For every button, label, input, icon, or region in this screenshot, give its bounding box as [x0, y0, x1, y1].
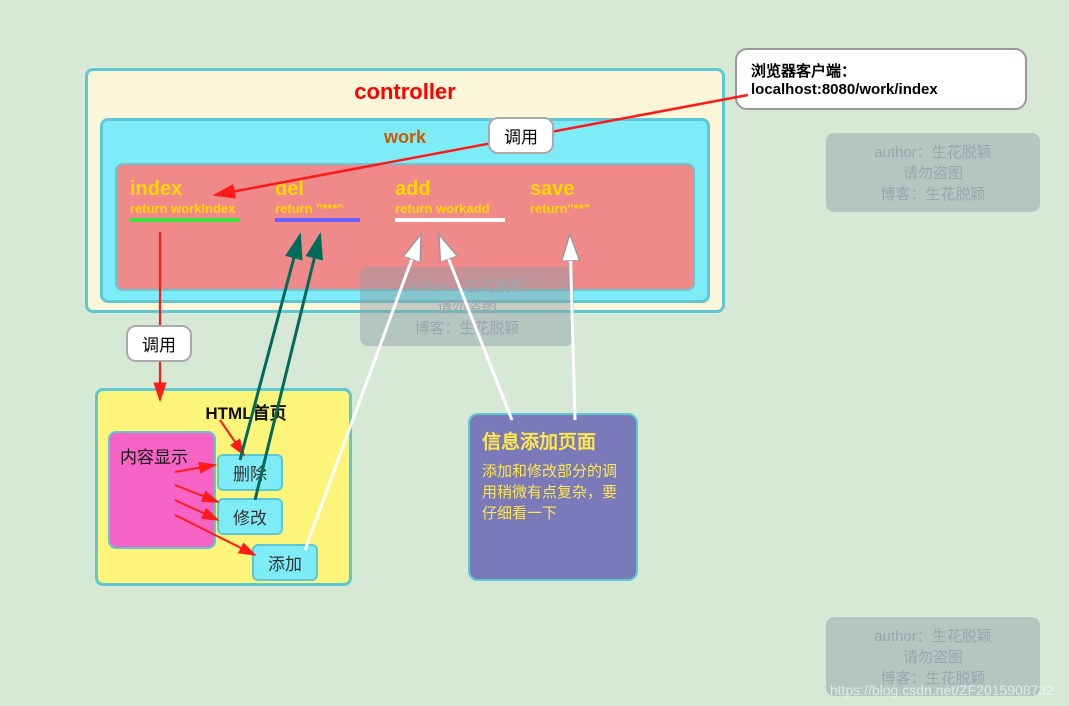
action-del: del return "***" [275, 178, 360, 222]
browser-line2: localhost:8080/work/index [751, 81, 1011, 98]
action-del-title: del [275, 178, 360, 201]
action-index-sub: return workIndex [130, 201, 240, 216]
watermark-line3: 博客：生花脱颖 [372, 317, 562, 338]
watermark-line3: 博客：生花脱颖 [838, 183, 1028, 204]
action-save-title: save [530, 178, 590, 201]
watermark-line2: 请勿盗图 [838, 646, 1028, 667]
html-page-title: HTML首页 [143, 399, 349, 424]
action-save-sub: return"**" [530, 201, 590, 216]
call-label-top: 调用 [488, 117, 554, 154]
action-add-title: add [395, 178, 505, 201]
underline-green [130, 218, 240, 222]
modify-button[interactable]: 修改 [217, 498, 283, 535]
controller-title: controller [88, 79, 722, 105]
call-label-left: 调用 [126, 325, 192, 362]
add-button[interactable]: 添加 [252, 544, 318, 581]
footer-url: https://blog.csdn.net/ZF2015908732 [830, 682, 1054, 698]
info-title: 信息添加页面 [482, 427, 624, 454]
content-display-box: 内容显示 [108, 431, 216, 549]
action-index: index return workIndex [130, 178, 240, 222]
delete-button[interactable]: 删除 [217, 454, 283, 491]
underline-white [395, 218, 505, 222]
info-add-page-box: 信息添加页面 添加和修改部分的调用稍微有点复杂，要仔细看一下 [468, 413, 638, 581]
watermark-line2: 请勿盗图 [372, 296, 562, 317]
content-label: 内容显示 [120, 443, 214, 468]
browser-line1: 浏览器客户端： [751, 60, 1011, 81]
watermark-line1: author：生花脱颖 [372, 275, 562, 296]
action-index-title: index [130, 178, 240, 201]
watermark-top-right: author：生花脱颖 请勿盗图 博客：生花脱颖 [826, 133, 1040, 212]
action-del-sub: return "***" [275, 201, 360, 216]
watermark-center: author：生花脱颖 请勿盗图 博客：生花脱颖 [360, 267, 574, 346]
watermark-line2: 请勿盗图 [838, 162, 1028, 183]
watermark-line1: author：生花脱颖 [838, 141, 1028, 162]
browser-client-box: 浏览器客户端： localhost:8080/work/index [735, 48, 1027, 110]
watermark-line1: author：生花脱颖 [838, 625, 1028, 646]
work-title: work [103, 127, 707, 148]
action-add-sub: return workadd [395, 201, 505, 216]
info-body: 添加和修改部分的调用稍微有点复杂，要仔细看一下 [482, 460, 624, 523]
underline-purple [275, 218, 360, 222]
action-add: add return workadd [395, 178, 505, 222]
action-save: save return"**" [530, 178, 590, 216]
